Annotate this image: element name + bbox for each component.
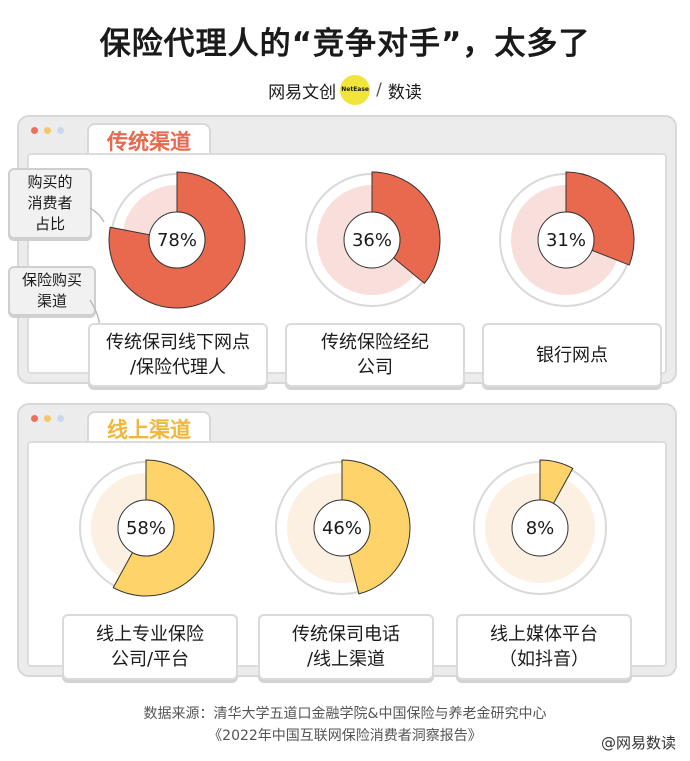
- donut-hole: [148, 211, 206, 269]
- source-line-1: 数据来源：清华大学五道口金融学院&中国保险与养老金研究中心: [143, 706, 547, 722]
- page-title: 保险代理人的“竞争对手”，太多了: [99, 26, 591, 62]
- channel-label: 传统保司电话 /线上渠道: [258, 614, 434, 680]
- tab-online: 线上渠道: [87, 411, 211, 445]
- window-dot-blue: [57, 415, 64, 422]
- window-bar: 传统渠道: [19, 117, 675, 157]
- donut-value-label: 8%: [526, 518, 555, 539]
- donut-hole: [117, 499, 175, 557]
- donut-value-label: 78%: [157, 230, 197, 251]
- source-line-2: 《2022年中国互联网保险消费者洞察报告》: [208, 728, 482, 744]
- donut-value-label: 36%: [352, 230, 392, 251]
- channel-label: 传统保司线下网点 /保险代理人: [88, 323, 268, 387]
- brand-name: 网易文创: [268, 82, 337, 103]
- donut-chart: 46%: [275, 459, 411, 595]
- donut-value-label: 58%: [126, 518, 166, 539]
- window-bar: 线上渠道: [19, 405, 675, 445]
- brand-divider: /: [376, 80, 382, 100]
- callout-purchase-channel: 保险购买 渠道: [8, 266, 96, 316]
- window-dot-yellow: [44, 415, 51, 422]
- window-dot-blue: [57, 127, 64, 134]
- donut-chart: 78%: [108, 171, 246, 309]
- brand-logo: 网易文创 NetEase / 数读: [0, 75, 690, 105]
- channel-label: 银行网点: [482, 323, 662, 387]
- netease-badge: NetEase: [340, 75, 371, 105]
- channel-label: 传统保险经纪 公司: [285, 323, 465, 387]
- window-dot-red: [31, 127, 38, 134]
- channel-label: 线上媒体平台 （如抖音）: [456, 614, 632, 680]
- brand-sub: 数读: [387, 82, 422, 103]
- donut-hole: [313, 499, 371, 557]
- window-dot-red: [31, 415, 38, 422]
- donut-hole: [537, 211, 595, 269]
- tab-traditional: 传统渠道: [87, 123, 211, 157]
- watermark: @网易数读: [600, 734, 676, 752]
- window-dot-yellow: [44, 127, 51, 134]
- donut-chart: 58%: [79, 459, 215, 597]
- donut-value-label: 31%: [546, 230, 586, 251]
- donut-chart: 31%: [499, 171, 635, 307]
- channel-label: 线上专业保险 公司/平台: [62, 614, 238, 680]
- donut-chart: 36%: [305, 171, 441, 307]
- donut-hole: [511, 499, 569, 557]
- callout-consumer-share: 购买的 消费者 占比: [8, 168, 92, 239]
- donut-value-label: 46%: [322, 518, 362, 539]
- donut-hole: [343, 211, 401, 269]
- donut-chart: 8%: [473, 459, 607, 595]
